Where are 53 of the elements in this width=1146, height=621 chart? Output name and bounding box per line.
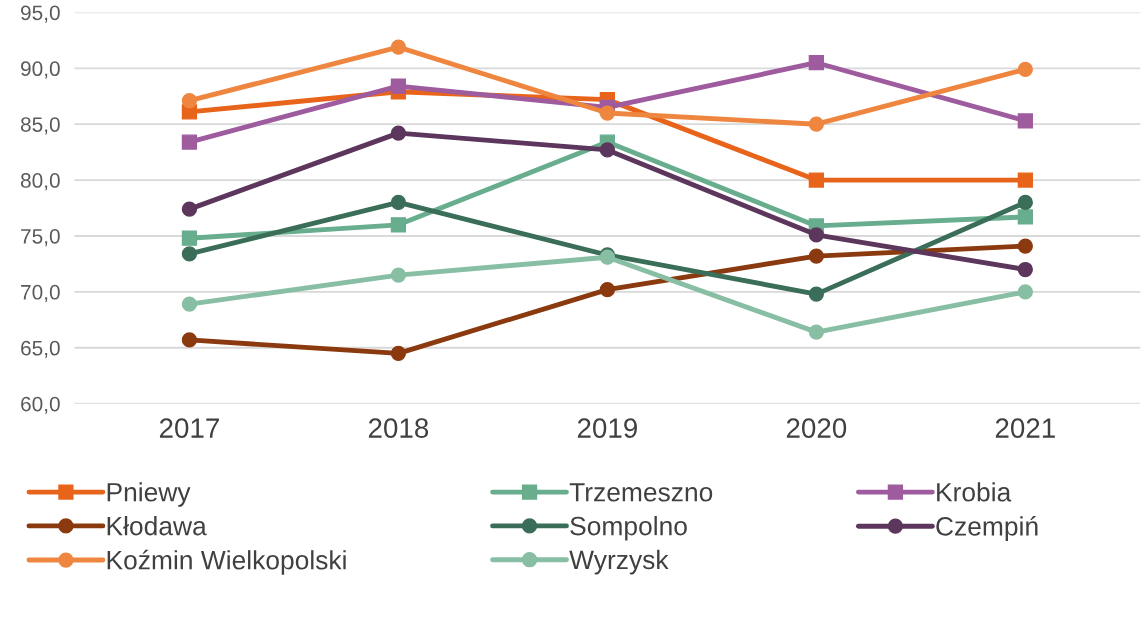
y-tick-label: 75,0 <box>21 228 60 247</box>
x-tick-label: 2020 <box>786 418 847 438</box>
point <box>1017 261 1033 278</box>
point <box>808 248 824 264</box>
point <box>599 142 616 158</box>
point <box>1017 238 1033 254</box>
point <box>181 332 198 348</box>
x-tick-label: 2017 <box>159 418 219 438</box>
point <box>1017 194 1033 211</box>
point <box>390 217 407 233</box>
x-tick-label: 2019 <box>577 418 637 438</box>
point <box>181 230 198 246</box>
point <box>390 194 407 211</box>
point <box>390 125 407 141</box>
point <box>599 105 616 121</box>
point <box>1017 209 1033 225</box>
point <box>1017 113 1033 129</box>
point <box>1017 284 1033 300</box>
point <box>808 286 824 302</box>
point <box>1017 61 1033 78</box>
point <box>181 93 198 109</box>
point <box>808 116 824 132</box>
point <box>1017 172 1033 188</box>
legend-label: Krobia <box>937 482 1012 502</box>
y-tick-label: 85,0 <box>20 117 60 135</box>
point <box>390 78 407 94</box>
point <box>390 267 407 283</box>
y-tick-label: 65,0 <box>21 340 60 358</box>
legend-label: Koźmin Wielkopolski <box>107 549 346 575</box>
legend-label: Wyrzysk <box>569 549 669 575</box>
y-tick-label: 80,0 <box>20 173 60 191</box>
point <box>181 296 198 312</box>
point <box>390 345 407 361</box>
point <box>808 227 824 243</box>
legend-label: Sompolno <box>570 516 687 541</box>
y-tick-label: 70,0 <box>21 284 60 303</box>
point <box>181 246 198 262</box>
legend-label: Pniewy <box>107 482 191 507</box>
point <box>181 134 198 150</box>
y-tick-label: 90,0 <box>21 61 60 79</box>
point <box>181 201 198 217</box>
point <box>599 281 616 298</box>
legend-label: Kłodawa <box>107 516 207 536</box>
point <box>808 324 824 340</box>
x-tick-label: 2018 <box>368 418 429 438</box>
y-tick-label: 60,0 <box>21 396 60 414</box>
x-tick-label: 2021 <box>995 418 1055 438</box>
point <box>808 55 824 71</box>
point <box>808 172 824 188</box>
legend-label: Trzemeszno <box>569 483 713 502</box>
point <box>390 39 407 55</box>
y-tick-label: 95,0 <box>21 5 60 23</box>
legend-label: Czempiń <box>936 516 1038 541</box>
